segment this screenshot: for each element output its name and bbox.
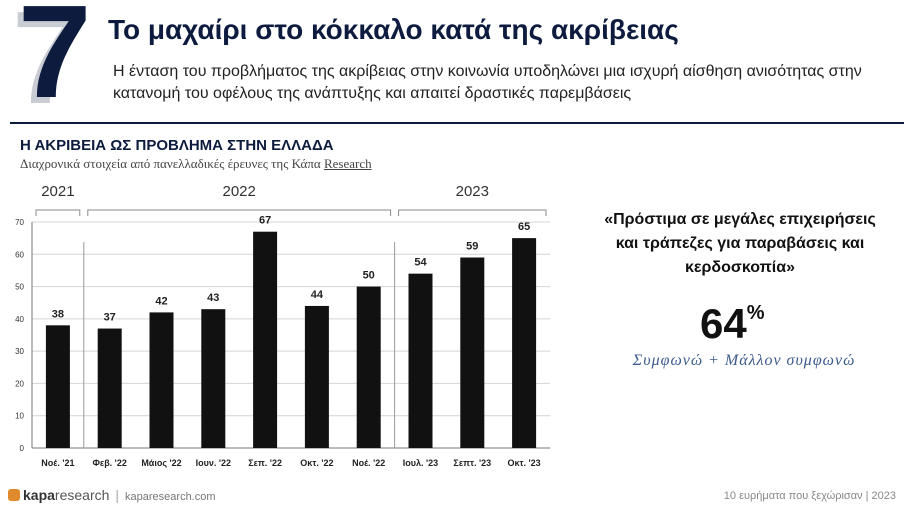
year-bracket: [87, 209, 392, 216]
logo-icon: [8, 489, 20, 501]
agree-label: Συμφωνώ + Μάλλον συμφωνώ: [632, 352, 856, 369]
footer-url: kaparesearch.com: [125, 491, 216, 503]
slide-number: 7 7: [12, 0, 91, 131]
year-label: 2022: [223, 183, 256, 200]
year-bracket: [398, 209, 547, 216]
y-tick-label: 60: [15, 250, 24, 259]
header-divider: [10, 122, 904, 124]
bar: [45, 325, 70, 448]
data-label: 38: [52, 308, 64, 320]
y-tick-label: 0: [20, 444, 25, 453]
x-tick-label: Σεπτ. '23: [453, 458, 491, 468]
x-tick-label: Ιουν. '22: [196, 458, 231, 468]
x-tick-label: Φεβ. '22: [93, 458, 127, 468]
year-label: 2021: [41, 183, 74, 200]
x-tick-label: Νοέ. '22: [352, 458, 385, 468]
bar: [512, 238, 537, 448]
data-label: 50: [363, 270, 375, 282]
x-tick-label: Οκτ. '22: [300, 458, 333, 468]
bar: [460, 257, 485, 448]
x-tick-label: Οκτ. '23: [508, 458, 541, 468]
bar: [201, 309, 226, 448]
footer-caption: 10 ευρήματα που ξεχώρισαν | 2023: [723, 490, 896, 502]
bar: [408, 273, 433, 448]
bar-chart: 2021 2022 2023 0 10 20 30 40 50 60 70 38 Νοέ. '21 3…: [15, 183, 550, 468]
bar: [253, 231, 278, 448]
highlight-percent: 64%: [700, 300, 765, 347]
data-label: 54: [414, 257, 427, 269]
y-tick-label: 50: [15, 283, 24, 292]
x-tick-label: Μάιος '22: [141, 458, 181, 468]
data-label: 44: [311, 289, 324, 301]
slide-subtitle: Η ένταση του προβλήματος της ακρίβειας σ…: [113, 63, 862, 102]
data-label: 67: [259, 215, 271, 227]
chart-title: Η ΑΚΡΙΒΕΙΑ ΩΣ ΠΡΟΒΛΗΜΑ ΣΤΗΝ ΕΛΛΑΔΑ: [20, 137, 334, 154]
y-tick-label: 30: [15, 347, 24, 356]
y-tick-label: 20: [15, 379, 24, 388]
x-tick-label: Νοέ. '21: [41, 458, 74, 468]
year-label: 2023: [456, 183, 489, 200]
chart-subtitle: Διαχρονικά στοιχεία από πανελλαδικές έρε…: [20, 156, 372, 171]
footer-logo: kaparesearch | kaparesearch.com: [8, 487, 216, 503]
y-tick-label: 70: [15, 218, 24, 227]
x-tick-label: Σεπ. '22: [248, 458, 282, 468]
data-label: 37: [104, 312, 116, 324]
data-label: 43: [207, 292, 219, 304]
y-tick-label: 40: [15, 315, 24, 324]
highlight-quote: «Πρόστιμα σε μεγάλες επιχειρήσεις και τρ…: [604, 211, 876, 276]
bar: [97, 328, 122, 448]
bar: [356, 286, 381, 448]
slide-title: Το μαχαίρι στο κόκκαλο κατά της ακρίβεια…: [108, 14, 679, 45]
data-label: 65: [518, 221, 530, 233]
data-label: 42: [155, 295, 167, 307]
bar: [149, 312, 174, 448]
x-tick-label: Ιουλ. '23: [403, 458, 438, 468]
bar: [304, 305, 329, 448]
y-tick-label: 10: [15, 412, 24, 421]
year-bracket: [35, 209, 81, 216]
data-label: 59: [466, 241, 478, 253]
